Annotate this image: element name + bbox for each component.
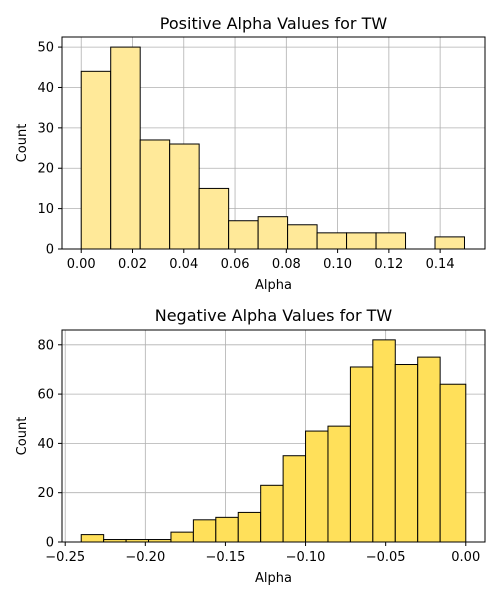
chart-1-xtick-label-2: 0.04 (169, 257, 198, 272)
chart-1-bar-8 (316, 232, 348, 250)
chart-2-ytick-label-1: 20 (37, 486, 54, 501)
chart-1-xtick-label-1: 0.02 (118, 257, 147, 272)
chart-1-xtick-label-7: 0.14 (426, 257, 455, 272)
chart-1-bar-6 (257, 216, 289, 250)
chart-1-xtick-label-3: 0.06 (221, 257, 250, 272)
chart-2-xtick-label-1: −0.20 (125, 550, 165, 565)
chart-2-xtick-label-3: −0.10 (286, 550, 326, 565)
chart-1-bar-3 (169, 143, 200, 250)
chart-1-bar-7 (287, 224, 318, 250)
chart-2-bar-10 (305, 430, 329, 543)
chart-1-xtick-label-0: 0.00 (67, 257, 96, 272)
chart-2-xtick-label-5: 0.00 (451, 550, 480, 565)
chart-1-bar-9 (346, 232, 377, 250)
chart-1-bar-1 (110, 46, 141, 250)
chart-1-xtick-label-4: 0.08 (272, 257, 301, 272)
chart-2-bar-0 (80, 534, 105, 543)
chart-2-xtick-label-4: −0.05 (366, 550, 406, 565)
chart-2-ytick-label-3: 60 (37, 388, 54, 403)
chart-2-bar-8 (260, 484, 284, 543)
chart-2-ylabel: Count (15, 417, 30, 456)
chart-2-bar-5 (192, 519, 217, 543)
chart-1-title: Positive Alpha Values for TW (160, 14, 388, 33)
chart-2-bar-16 (439, 383, 467, 543)
chart-2-bar-7 (237, 511, 262, 543)
chart-2-bar-9 (282, 455, 307, 543)
chart-1-ylabel: Count (15, 124, 30, 163)
chart-2-ytick-label-4: 80 (37, 338, 54, 353)
chart-1-bar-0 (80, 70, 112, 250)
chart-2-bar-13 (372, 339, 396, 543)
chart-1-bar-4 (198, 187, 230, 250)
chart-1-bar-10 (375, 232, 407, 250)
chart-1-bar-12 (434, 236, 465, 250)
chart-1-ytick-label-0: 0 (46, 243, 54, 258)
chart-1-ytick-label-2: 20 (37, 162, 54, 177)
chart-2-xlabel: Alpha (255, 571, 292, 586)
chart-2-plot-frame (61, 329, 486, 543)
chart-2-xtick-label-2: −0.15 (206, 550, 246, 565)
chart-1-ytick-label-3: 30 (37, 121, 54, 136)
chart-2-bar-11 (327, 425, 351, 543)
chart-2-bar-14 (394, 364, 419, 543)
chart-2-title: Negative Alpha Values for TW (155, 306, 393, 325)
chart-1-ytick-label-4: 40 (37, 81, 54, 96)
chart-2-ytick-label-2: 40 (37, 437, 54, 452)
chart-2-bar-12 (349, 366, 374, 543)
chart-1-xtick-label-6: 0.12 (374, 257, 403, 272)
chart-1-bar-2 (139, 139, 171, 250)
chart-1-xtick-label-5: 0.10 (323, 257, 352, 272)
chart-1-xlabel: Alpha (255, 278, 292, 293)
chart-2-bar-6 (215, 516, 239, 543)
chart-2-xtick-label-0: −0.25 (45, 550, 85, 565)
chart-2-ytick-label-0: 0 (46, 536, 54, 551)
chart-1-plot-frame (61, 36, 486, 250)
chart-2-bar-4 (170, 531, 194, 543)
chart-1-ytick-label-5: 50 (37, 41, 54, 56)
chart-2-bar-15 (417, 356, 441, 543)
chart-1-ytick-label-1: 10 (37, 202, 54, 217)
chart-1-bar-5 (228, 220, 259, 250)
